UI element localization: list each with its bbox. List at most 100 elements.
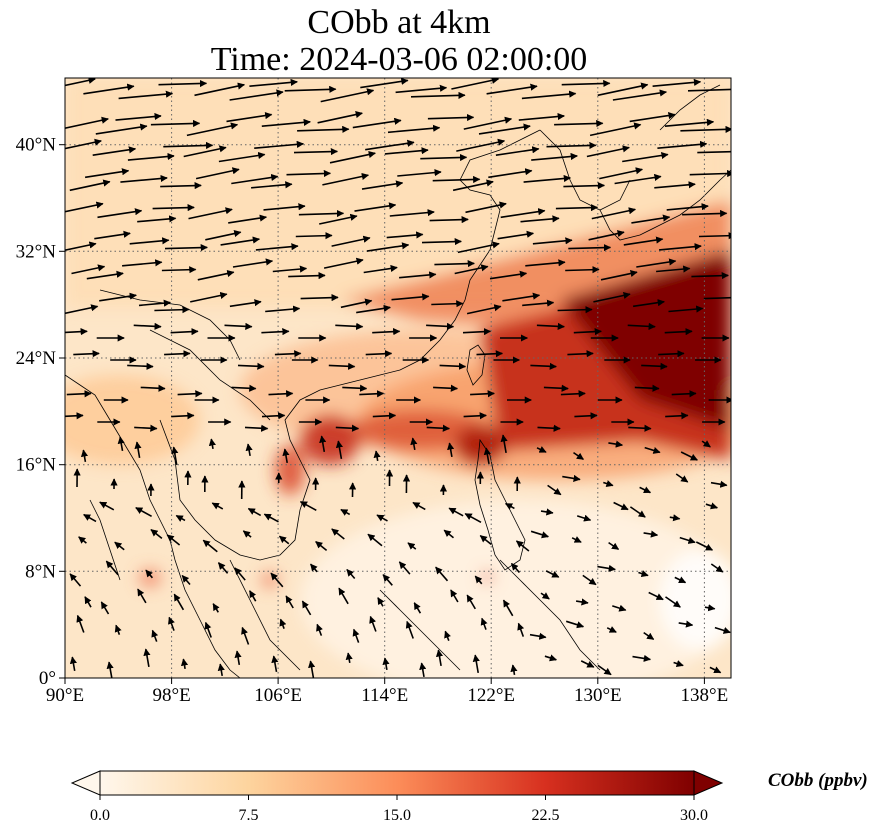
wind-arrow — [443, 529, 455, 539]
wind-arrow — [410, 91, 466, 99]
wind-arrow — [95, 123, 148, 135]
wind-arrow — [574, 412, 598, 420]
wind-arrow — [597, 664, 612, 676]
wind-arrow — [704, 604, 716, 612]
wind-arrow — [689, 169, 731, 178]
wind-arrow — [448, 507, 464, 517]
wind-arrow — [589, 122, 642, 137]
wind-arrow — [536, 322, 565, 330]
colorbar-label: CObb (ppbv) — [768, 770, 868, 791]
wind-arrow — [197, 270, 235, 281]
colorbar-min-extend — [70, 770, 101, 796]
wind-arrow — [171, 412, 195, 420]
map-title: CObb at 4km — [307, 4, 491, 41]
wind-arrow — [229, 89, 284, 101]
wind-arrow — [372, 412, 397, 420]
wind-vectors — [65, 78, 731, 678]
wind-arrow — [231, 173, 279, 185]
x-tick-label: 98°E — [152, 685, 190, 706]
wind-arrow — [557, 306, 593, 314]
wind-arrow — [451, 78, 500, 90]
wind-arrow — [543, 384, 569, 392]
wind-arrow — [320, 88, 375, 103]
y-tick-label: 40°N — [16, 135, 57, 156]
wind-arrow — [544, 654, 557, 662]
wind-arrow — [322, 172, 370, 186]
wind-arrow — [161, 266, 197, 274]
wind-arrow — [652, 78, 702, 87]
wind-arrow — [563, 181, 606, 190]
wind-arrow — [426, 424, 451, 432]
wind-arrow — [580, 660, 595, 668]
wind-arrow — [502, 599, 514, 617]
wind-arrow — [65, 241, 97, 252]
wind-arrow — [316, 623, 323, 636]
wind-arrow — [470, 390, 495, 398]
wind-arrow — [249, 590, 257, 602]
wind-arrow — [211, 502, 224, 510]
colorbar-tick-label: 15.0 — [383, 807, 411, 824]
wind-arrow — [540, 592, 550, 600]
wind-arrow — [452, 179, 494, 192]
wind-arrow — [472, 654, 480, 674]
colorbar-gradient — [100, 771, 694, 795]
wind-arrow — [133, 322, 162, 330]
wind-arrow — [164, 350, 191, 358]
wind-arrow — [419, 662, 427, 678]
wind-arrow — [573, 328, 602, 336]
wind-arrow — [286, 169, 332, 178]
wind-arrow — [529, 632, 547, 640]
wind-arrow — [439, 362, 467, 370]
wind-arrow — [143, 648, 151, 668]
wind-arrow — [691, 272, 729, 280]
wind-arrow — [398, 561, 411, 575]
wind-arrow — [463, 116, 513, 130]
wind-arrow — [138, 299, 172, 307]
wind-arrow — [369, 615, 377, 632]
wind-arrow — [293, 147, 339, 156]
wind-arrow — [73, 350, 100, 358]
wind-arrow — [632, 654, 652, 662]
wind-arrow — [612, 89, 668, 101]
map-frame — [64, 77, 732, 679]
wind-arrow — [698, 232, 731, 240]
wind-arrow — [465, 201, 507, 214]
wind-arrow — [65, 328, 88, 336]
wind-arrow — [366, 242, 410, 252]
wind-arrow — [177, 390, 203, 398]
wind-arrow — [100, 601, 110, 615]
wind-arrow — [433, 384, 459, 392]
map-time-subtitle: Time: 2024-03-06 02:00:00 — [210, 41, 588, 78]
wind-arrow — [434, 259, 475, 268]
wind-arrow — [486, 83, 538, 95]
wind-arrow — [710, 563, 724, 573]
wind-arrow — [674, 576, 687, 584]
wind-arrow — [520, 215, 560, 223]
colorbar-tick-label: 7.5 — [239, 807, 259, 824]
wind-arrow — [648, 591, 664, 601]
axis-tick-marks — [59, 144, 705, 684]
wind-arrow — [271, 655, 279, 673]
wind-arrow — [608, 541, 620, 551]
wind-arrow — [664, 328, 693, 336]
y-tick-label: 0° — [39, 668, 56, 689]
wind-arrow — [323, 257, 364, 269]
wind-arrow — [173, 593, 185, 611]
wind-arrow — [427, 113, 475, 122]
wind-arrow — [397, 169, 442, 177]
wind-arrow — [407, 542, 417, 550]
wind-arrow — [190, 291, 228, 303]
wind-arrow — [367, 533, 383, 547]
wind-arrow — [597, 564, 616, 572]
wind-arrow — [565, 620, 585, 629]
wind-arrow — [463, 412, 487, 420]
wind-arrow — [671, 390, 697, 398]
wind-arrow — [217, 663, 225, 677]
wind-arrow — [183, 145, 227, 158]
wind-arrow — [335, 322, 364, 330]
wind-arrow — [120, 174, 168, 183]
wind-arrow — [456, 138, 506, 152]
wind-arrow — [241, 626, 250, 645]
wind-arrow — [245, 443, 253, 457]
wind-arrow — [71, 264, 106, 275]
